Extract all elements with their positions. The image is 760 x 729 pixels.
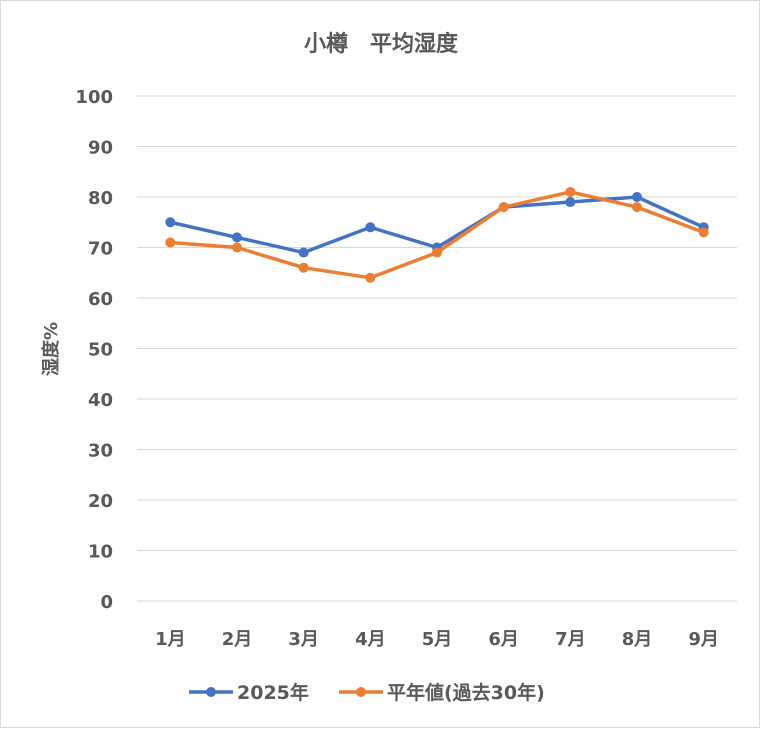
x-tick-label: 3月 <box>288 629 319 650</box>
y-tick-label: 30 <box>88 441 113 462</box>
legend-label: 2025年 <box>237 681 309 704</box>
y-tick-label: 0 <box>100 592 113 613</box>
y-tick-label: 80 <box>88 188 113 209</box>
data-point <box>632 202 642 213</box>
y-tick-label: 60 <box>88 289 113 310</box>
data-point <box>432 247 442 258</box>
legend-marker <box>206 687 216 697</box>
y-tick-label: 40 <box>88 390 113 411</box>
chart-title: 小樽 平均湿度 <box>304 31 459 57</box>
data-point <box>565 186 576 197</box>
data-point <box>698 227 709 238</box>
x-tick-label: 6月 <box>488 629 519 650</box>
y-tick-label: 10 <box>88 542 113 563</box>
data-point <box>565 197 576 208</box>
data-point <box>165 237 176 248</box>
x-tick-label: 5月 <box>422 629 453 650</box>
x-tick-label: 4月 <box>355 629 386 650</box>
legend-label: 平年値(過去30年) <box>387 681 545 704</box>
x-tick-label: 8月 <box>622 629 653 650</box>
y-tick-label: 100 <box>75 87 113 108</box>
data-point <box>232 232 242 243</box>
data-point <box>365 222 376 233</box>
y-tick-label: 50 <box>88 340 113 361</box>
x-tick-label: 1月 <box>155 629 186 650</box>
y-axis-label: 湿度% <box>40 322 62 376</box>
data-point <box>298 247 309 258</box>
x-tick-label: 2月 <box>222 629 253 650</box>
series-line-1 <box>170 190 705 280</box>
x-tick-label: 9月 <box>688 629 719 650</box>
y-tick-label: 20 <box>88 491 113 512</box>
y-tick-label: 90 <box>88 138 113 159</box>
y-tick-label: 70 <box>88 239 113 260</box>
legend-marker <box>356 687 366 697</box>
x-tick-label: 7月 <box>555 629 586 650</box>
data-point <box>498 202 509 213</box>
data-point <box>165 217 176 228</box>
data-point <box>232 242 242 253</box>
data-point <box>632 192 642 202</box>
data-point <box>365 272 376 283</box>
data-point <box>298 262 309 273</box>
